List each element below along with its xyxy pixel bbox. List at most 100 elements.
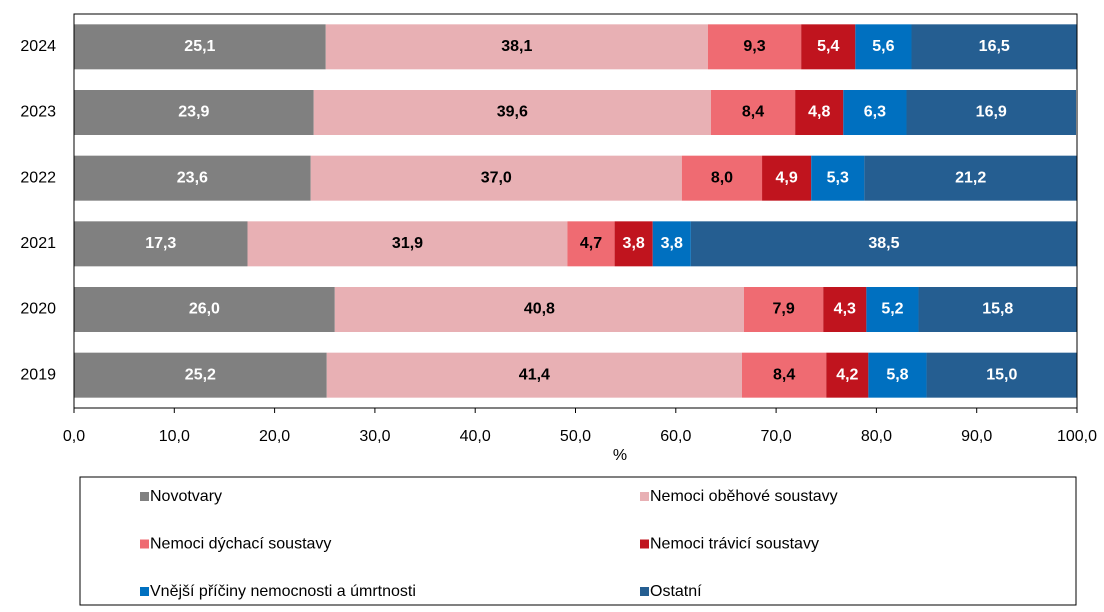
value-label: 17,3 xyxy=(145,235,176,252)
bar-segment xyxy=(326,352,742,398)
x-tick-label: 30,0 xyxy=(359,428,390,445)
value-label: 23,6 xyxy=(177,169,208,186)
value-label: 5,4 xyxy=(817,38,839,55)
value-label: 5,2 xyxy=(881,301,903,318)
bar-segment xyxy=(567,221,615,267)
value-label: 4,2 xyxy=(836,366,858,383)
value-label: 38,1 xyxy=(501,38,532,55)
bar-segment xyxy=(906,90,1076,135)
bar-segment xyxy=(744,287,824,332)
value-label: 4,8 xyxy=(808,104,830,121)
legend-label: Ostatní xyxy=(650,583,702,600)
bar-segment xyxy=(762,155,812,201)
bar-segment xyxy=(707,24,802,70)
y-tick-label: 2024 xyxy=(20,38,56,55)
value-label: 3,8 xyxy=(661,235,683,252)
legend-box xyxy=(79,476,1077,606)
value-label: 7,9 xyxy=(772,301,794,318)
value-label: 37,0 xyxy=(481,169,512,186)
value-label: 25,2 xyxy=(185,366,216,383)
value-label: 16,9 xyxy=(976,104,1007,121)
bar-segment xyxy=(801,24,856,70)
legend-label: Novotvary xyxy=(150,488,222,505)
bar-segment xyxy=(74,221,248,267)
value-label: 8,0 xyxy=(711,169,733,186)
value-label: 3,8 xyxy=(623,235,645,252)
x-tick-label: 20,0 xyxy=(259,428,290,445)
bar-segment xyxy=(74,155,311,201)
y-tick-label: 2022 xyxy=(20,169,56,186)
value-label: 21,2 xyxy=(955,169,986,186)
value-label: 26,0 xyxy=(189,301,220,318)
bar-segment xyxy=(826,352,869,398)
value-label: 6,3 xyxy=(864,104,886,121)
bar-segment xyxy=(843,90,907,135)
x-axis-label: % xyxy=(613,447,627,464)
y-tick-label: 2019 xyxy=(20,366,56,383)
value-label: 23,9 xyxy=(178,104,209,121)
x-tick-label: 50,0 xyxy=(560,428,591,445)
bar-segment xyxy=(823,287,867,332)
y-tick-label: 2023 xyxy=(20,104,56,121)
value-label: 9,3 xyxy=(743,38,765,55)
bar-segment xyxy=(334,287,745,332)
bar-segment xyxy=(652,221,691,267)
bar-segment xyxy=(795,90,844,135)
legend-swatch xyxy=(140,539,149,549)
value-label: 38,5 xyxy=(868,235,899,252)
x-tick-label: 70,0 xyxy=(761,428,792,445)
legend-label: Nemoci dýchací soustavy xyxy=(150,536,331,553)
legend-swatch xyxy=(640,587,649,596)
bar-segment xyxy=(811,155,865,201)
bar-segment xyxy=(855,24,912,70)
x-tick-label: 100,0 xyxy=(1057,428,1097,445)
value-label: 15,8 xyxy=(982,301,1013,318)
bar-segment xyxy=(74,24,326,70)
x-tick-label: 0,0 xyxy=(63,428,85,445)
x-tick-label: 10,0 xyxy=(159,428,190,445)
value-label: 8,4 xyxy=(742,104,764,121)
y-tick-label: 2021 xyxy=(20,235,56,252)
bar-segment xyxy=(926,352,1077,398)
value-label: 5,6 xyxy=(872,38,894,55)
bar-segment xyxy=(74,287,335,332)
value-label: 4,7 xyxy=(580,235,602,252)
x-tick-label: 90,0 xyxy=(961,428,992,445)
bar-segment xyxy=(864,155,1077,201)
legend-label: Nemoci oběhové soustavy xyxy=(650,488,838,505)
legend-label: Vnější příčiny nemocnosti a úmrtnosti xyxy=(150,583,416,600)
bar-segment xyxy=(690,221,1077,267)
bar-segment xyxy=(868,352,927,398)
value-label: 16,5 xyxy=(979,38,1010,55)
plot-frame xyxy=(73,13,1078,409)
value-label: 40,8 xyxy=(524,301,555,318)
value-label: 8,4 xyxy=(773,366,795,383)
bar-segment xyxy=(325,24,708,70)
legend-swatch xyxy=(140,587,149,596)
bar-segment xyxy=(710,90,796,135)
bar-segment xyxy=(247,221,568,267)
legend-label: Nemoci trávicí soustavy xyxy=(650,536,819,553)
value-label: 39,6 xyxy=(497,104,528,121)
x-tick-label: 40,0 xyxy=(460,428,491,445)
value-label: 4,9 xyxy=(776,169,798,186)
legend-swatch xyxy=(640,492,649,501)
value-label: 31,9 xyxy=(392,235,423,252)
bar-segment xyxy=(74,352,327,398)
legend-swatch xyxy=(140,492,149,501)
bar-segment xyxy=(614,221,653,267)
bar-segment xyxy=(911,24,1077,70)
bar-segment xyxy=(918,287,1077,332)
value-label: 4,3 xyxy=(834,301,856,318)
value-label: 5,3 xyxy=(827,169,849,186)
x-tick-label: 80,0 xyxy=(861,428,892,445)
value-label: 5,8 xyxy=(886,366,908,383)
x-tick-label: 60,0 xyxy=(660,428,691,445)
bar-segment xyxy=(313,90,711,135)
legend-swatch xyxy=(640,539,649,549)
bar-segment xyxy=(74,90,314,135)
value-label: 41,4 xyxy=(519,366,550,383)
bar-segment xyxy=(310,155,682,201)
bar-segment xyxy=(681,155,763,201)
